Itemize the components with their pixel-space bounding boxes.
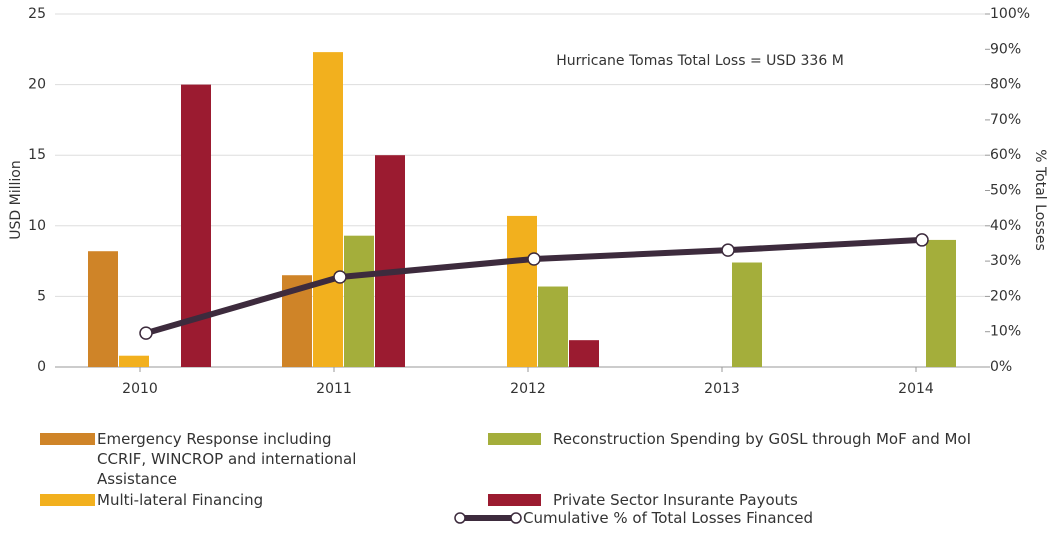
y2-tick-label: 80% [990, 77, 1021, 93]
x-tick-label: 2011 [316, 381, 352, 397]
y2-tick-label: 10% [990, 324, 1021, 340]
y-tick-label: 15 [28, 147, 46, 163]
legend-label: Emergency Response including CCRIF, WINC… [97, 430, 357, 488]
legend-swatch [488, 494, 541, 506]
line-marker [139, 326, 153, 340]
x-tick-label: 2013 [704, 381, 740, 397]
bar [732, 262, 762, 367]
y-tick-label: 10 [28, 218, 46, 234]
y-axis-label: USD Million [8, 160, 24, 239]
y2-tick-label: 40% [990, 218, 1021, 234]
line-marker [333, 270, 347, 284]
y2-axis-label: % Total Losses [1032, 149, 1048, 251]
y2-tick-label: 30% [990, 253, 1021, 269]
bar [344, 235, 374, 367]
legend-marker [454, 512, 466, 524]
annotation: Hurricane Tomas Total Loss = USD 336 M [556, 53, 844, 69]
line-marker [527, 252, 541, 266]
bar [119, 355, 149, 367]
y2-tick-label: 20% [990, 288, 1021, 304]
y2-tick-label: 60% [990, 147, 1021, 163]
y-tick-label: 0 [37, 359, 46, 375]
x-tick-label: 2012 [510, 381, 546, 397]
y-tick-label: 5 [37, 288, 46, 304]
x-tick-label: 2014 [898, 381, 934, 397]
legend-label: Cumulative % of Total Losses Financed [523, 509, 814, 527]
y2-tick-label: 50% [990, 183, 1021, 199]
y2-tick-label: 0% [990, 359, 1012, 375]
y2-tick-label: 70% [990, 112, 1021, 128]
legend-swatch [40, 433, 95, 445]
line-marker [915, 233, 929, 247]
legend-swatch [488, 433, 541, 445]
bar [569, 340, 599, 367]
legend-swatch [40, 494, 95, 506]
legend-label: Private Sector Insurante Payouts [553, 491, 798, 509]
y-tick-label: 25 [28, 6, 46, 22]
legend-marker [510, 512, 522, 524]
bar [538, 286, 568, 367]
bar [926, 239, 956, 367]
bar [88, 251, 118, 367]
legend-label: Multi-lateral Financing [97, 491, 264, 509]
x-tick-label: 2010 [122, 381, 158, 397]
bar [375, 155, 405, 367]
legend-label: Reconstruction Spending by G0SL through … [553, 430, 972, 448]
line-marker [721, 243, 735, 257]
y2-tick-label: 90% [990, 41, 1021, 57]
bar [507, 215, 537, 367]
y2-tick-label: 100% [990, 6, 1030, 22]
y-tick-label: 20 [28, 77, 46, 93]
bar [313, 52, 343, 368]
